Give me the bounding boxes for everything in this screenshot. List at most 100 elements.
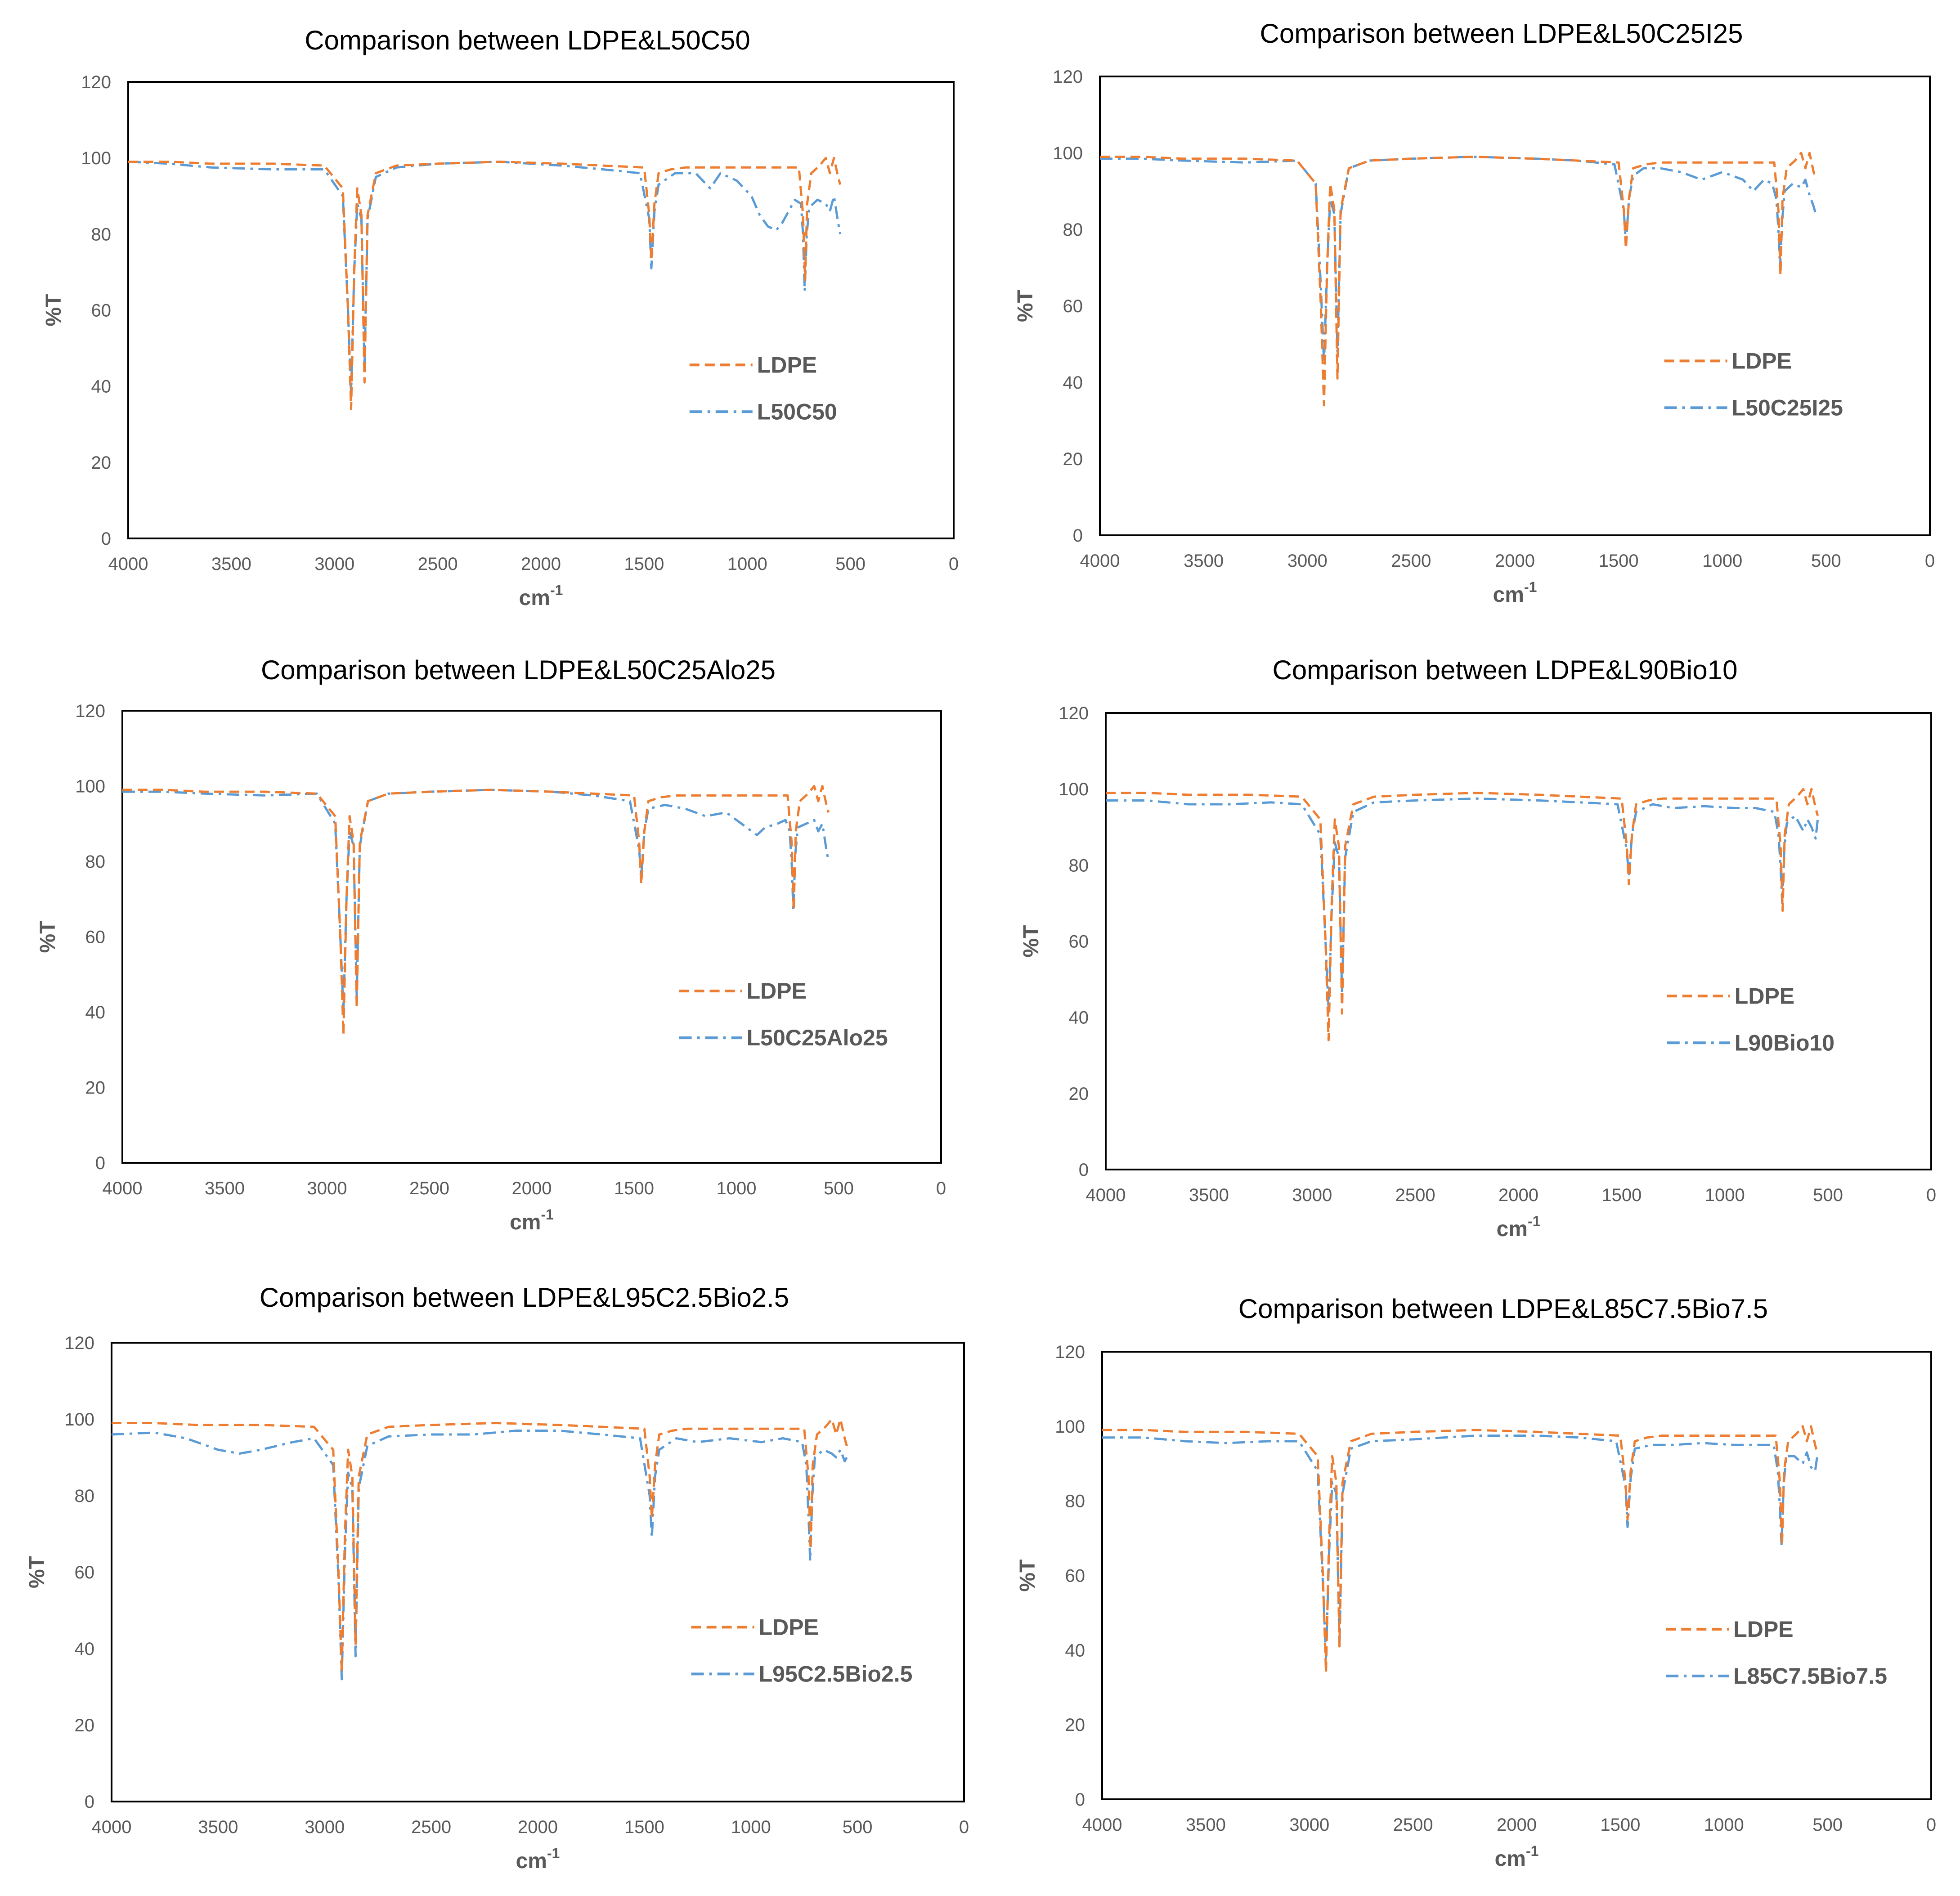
y-tick-label: 40 [1063, 373, 1083, 393]
legend-label: L50C25Alo25 [747, 1025, 888, 1050]
x-tick-label: 3500 [205, 1179, 245, 1198]
y-axis-label: %T [1016, 1560, 1040, 1592]
x-tick-label: 0 [949, 554, 959, 574]
y-tick-label: 100 [64, 1410, 94, 1430]
legend-label: LDPE [759, 1614, 819, 1640]
x-axis-label: cm-1 [516, 1845, 560, 1873]
x-tick-label: 1500 [624, 554, 664, 574]
series-line-sample [1106, 797, 1819, 1011]
y-tick-label: 20 [1069, 1084, 1089, 1104]
legend-label: LDPE [1735, 983, 1794, 1009]
y-tick-label: 120 [1055, 1342, 1085, 1362]
x-tick-label: 4000 [1080, 551, 1120, 571]
legend-label: L90Bio10 [1735, 1030, 1834, 1055]
x-axis-label: cm-1 [1497, 1213, 1541, 1241]
y-tick-label: 60 [91, 301, 112, 321]
x-tick-label: 1000 [1702, 551, 1742, 571]
series-line-ldpe [1100, 152, 1817, 407]
legend-label: LDPE [1732, 348, 1792, 373]
series-line-sample [128, 161, 842, 395]
x-axis-label-exponent: -1 [1528, 1213, 1540, 1229]
y-tick-label: 60 [1069, 932, 1089, 952]
y-tick-label: 0 [1079, 1160, 1089, 1180]
x-tick-label: 500 [824, 1179, 854, 1198]
x-tick-label: 500 [835, 554, 866, 574]
x-axis-label-unit: cm [510, 1210, 541, 1234]
y-axis-label: %T [42, 294, 66, 327]
y-tick-label: 20 [91, 453, 112, 473]
x-tick-label: 2000 [1495, 551, 1535, 571]
x-tick-label: 1000 [727, 554, 767, 574]
x-tick-label: 500 [1812, 1815, 1843, 1835]
x-tick-label: 3000 [1292, 1185, 1332, 1205]
x-tick-label: 3500 [1186, 1815, 1226, 1835]
series-line-ldpe [112, 1418, 848, 1673]
series-line-sample [1100, 156, 1817, 364]
chart-panel-3: Comparison between LDPE&L50C25Alo25 0 20 40… [36, 655, 946, 1234]
x-tick-label: 3000 [1287, 551, 1328, 571]
y-tick-label: 20 [75, 1716, 95, 1735]
x-tick-label: 3000 [1289, 1815, 1329, 1835]
x-tick-label: 4000 [92, 1817, 132, 1837]
x-axis-label: cm-1 [510, 1206, 554, 1234]
x-tick-label: 3500 [1184, 551, 1224, 571]
x-tick-label: 4000 [1082, 1815, 1122, 1835]
y-tick-label: 80 [75, 1486, 95, 1506]
x-tick-label: 2000 [1497, 1815, 1537, 1835]
x-axis-label-exponent: -1 [1526, 1843, 1538, 1859]
x-tick-label: 4000 [108, 554, 148, 574]
x-tick-label: 2000 [512, 1179, 552, 1198]
y-tick-label: 120 [1058, 704, 1089, 723]
x-axis-label-unit: cm [1493, 583, 1524, 607]
chart-title: Comparison between LDPE&L50C25Alo25 [261, 655, 776, 685]
y-axis-label: %T [1019, 925, 1043, 958]
y-tick-label: 40 [91, 377, 112, 397]
chart-title: Comparison between LDPE&L50C25I25 [1260, 18, 1743, 49]
x-tick-label: 3000 [305, 1817, 345, 1837]
x-axis-label-unit: cm [519, 586, 550, 610]
x-axis-label: cm-1 [1493, 579, 1537, 607]
legend-label: L50C50 [757, 399, 837, 424]
x-tick-label: 1500 [624, 1817, 664, 1837]
plot-frame [121, 710, 942, 1164]
x-tick-label: 1000 [1704, 1815, 1744, 1835]
series-line-ldpe [128, 157, 842, 410]
x-tick-label: 2500 [409, 1179, 449, 1198]
x-tick-label: 0 [1925, 551, 1935, 571]
y-tick-label: 0 [85, 1792, 94, 1812]
y-tick-label: 0 [101, 529, 111, 549]
x-tick-label: 0 [936, 1179, 946, 1198]
x-tick-label: 2000 [1498, 1185, 1538, 1205]
y-tick-label: 80 [85, 852, 106, 872]
y-tick-label: 100 [1053, 143, 1083, 163]
x-tick-label: 2500 [1395, 1185, 1435, 1205]
series-line-ldpe [122, 785, 830, 1036]
y-tick-label: 120 [81, 72, 111, 92]
x-tick-label: 500 [843, 1817, 873, 1837]
series-line-ldpe [1106, 788, 1819, 1041]
legend-label: LDPE [747, 978, 807, 1004]
x-axis-label: cm-1 [1495, 1843, 1539, 1871]
x-tick-label: 1500 [614, 1179, 654, 1198]
y-tick-label: 20 [85, 1078, 106, 1098]
x-tick-label: 1500 [1600, 1815, 1640, 1835]
y-tick-label: 100 [81, 148, 111, 168]
y-tick-label: 80 [1063, 220, 1083, 240]
y-tick-label: 20 [1065, 1715, 1085, 1735]
chart-panel-4: Comparison between LDPE&L90Bio10 0 20 40 60 8… [1019, 655, 1936, 1241]
y-tick-label: 100 [75, 777, 105, 797]
x-tick-label: 1500 [1601, 1185, 1642, 1205]
y-tick-label: 20 [1063, 449, 1083, 469]
plot-frame [1105, 712, 1932, 1170]
series-line-sample [1102, 1434, 1819, 1659]
y-tick-label: 120 [64, 1333, 94, 1353]
legend-label: L85C7.5Bio7.5 [1733, 1663, 1887, 1689]
y-tick-label: 80 [91, 224, 112, 244]
x-tick-label: 1000 [717, 1179, 757, 1198]
x-axis-label-exponent: -1 [1524, 579, 1537, 595]
plot-frame [1101, 1351, 1932, 1800]
x-tick-label: 0 [1926, 1815, 1936, 1835]
x-axis-label-exponent: -1 [547, 1845, 560, 1861]
y-tick-label: 60 [1065, 1566, 1085, 1586]
